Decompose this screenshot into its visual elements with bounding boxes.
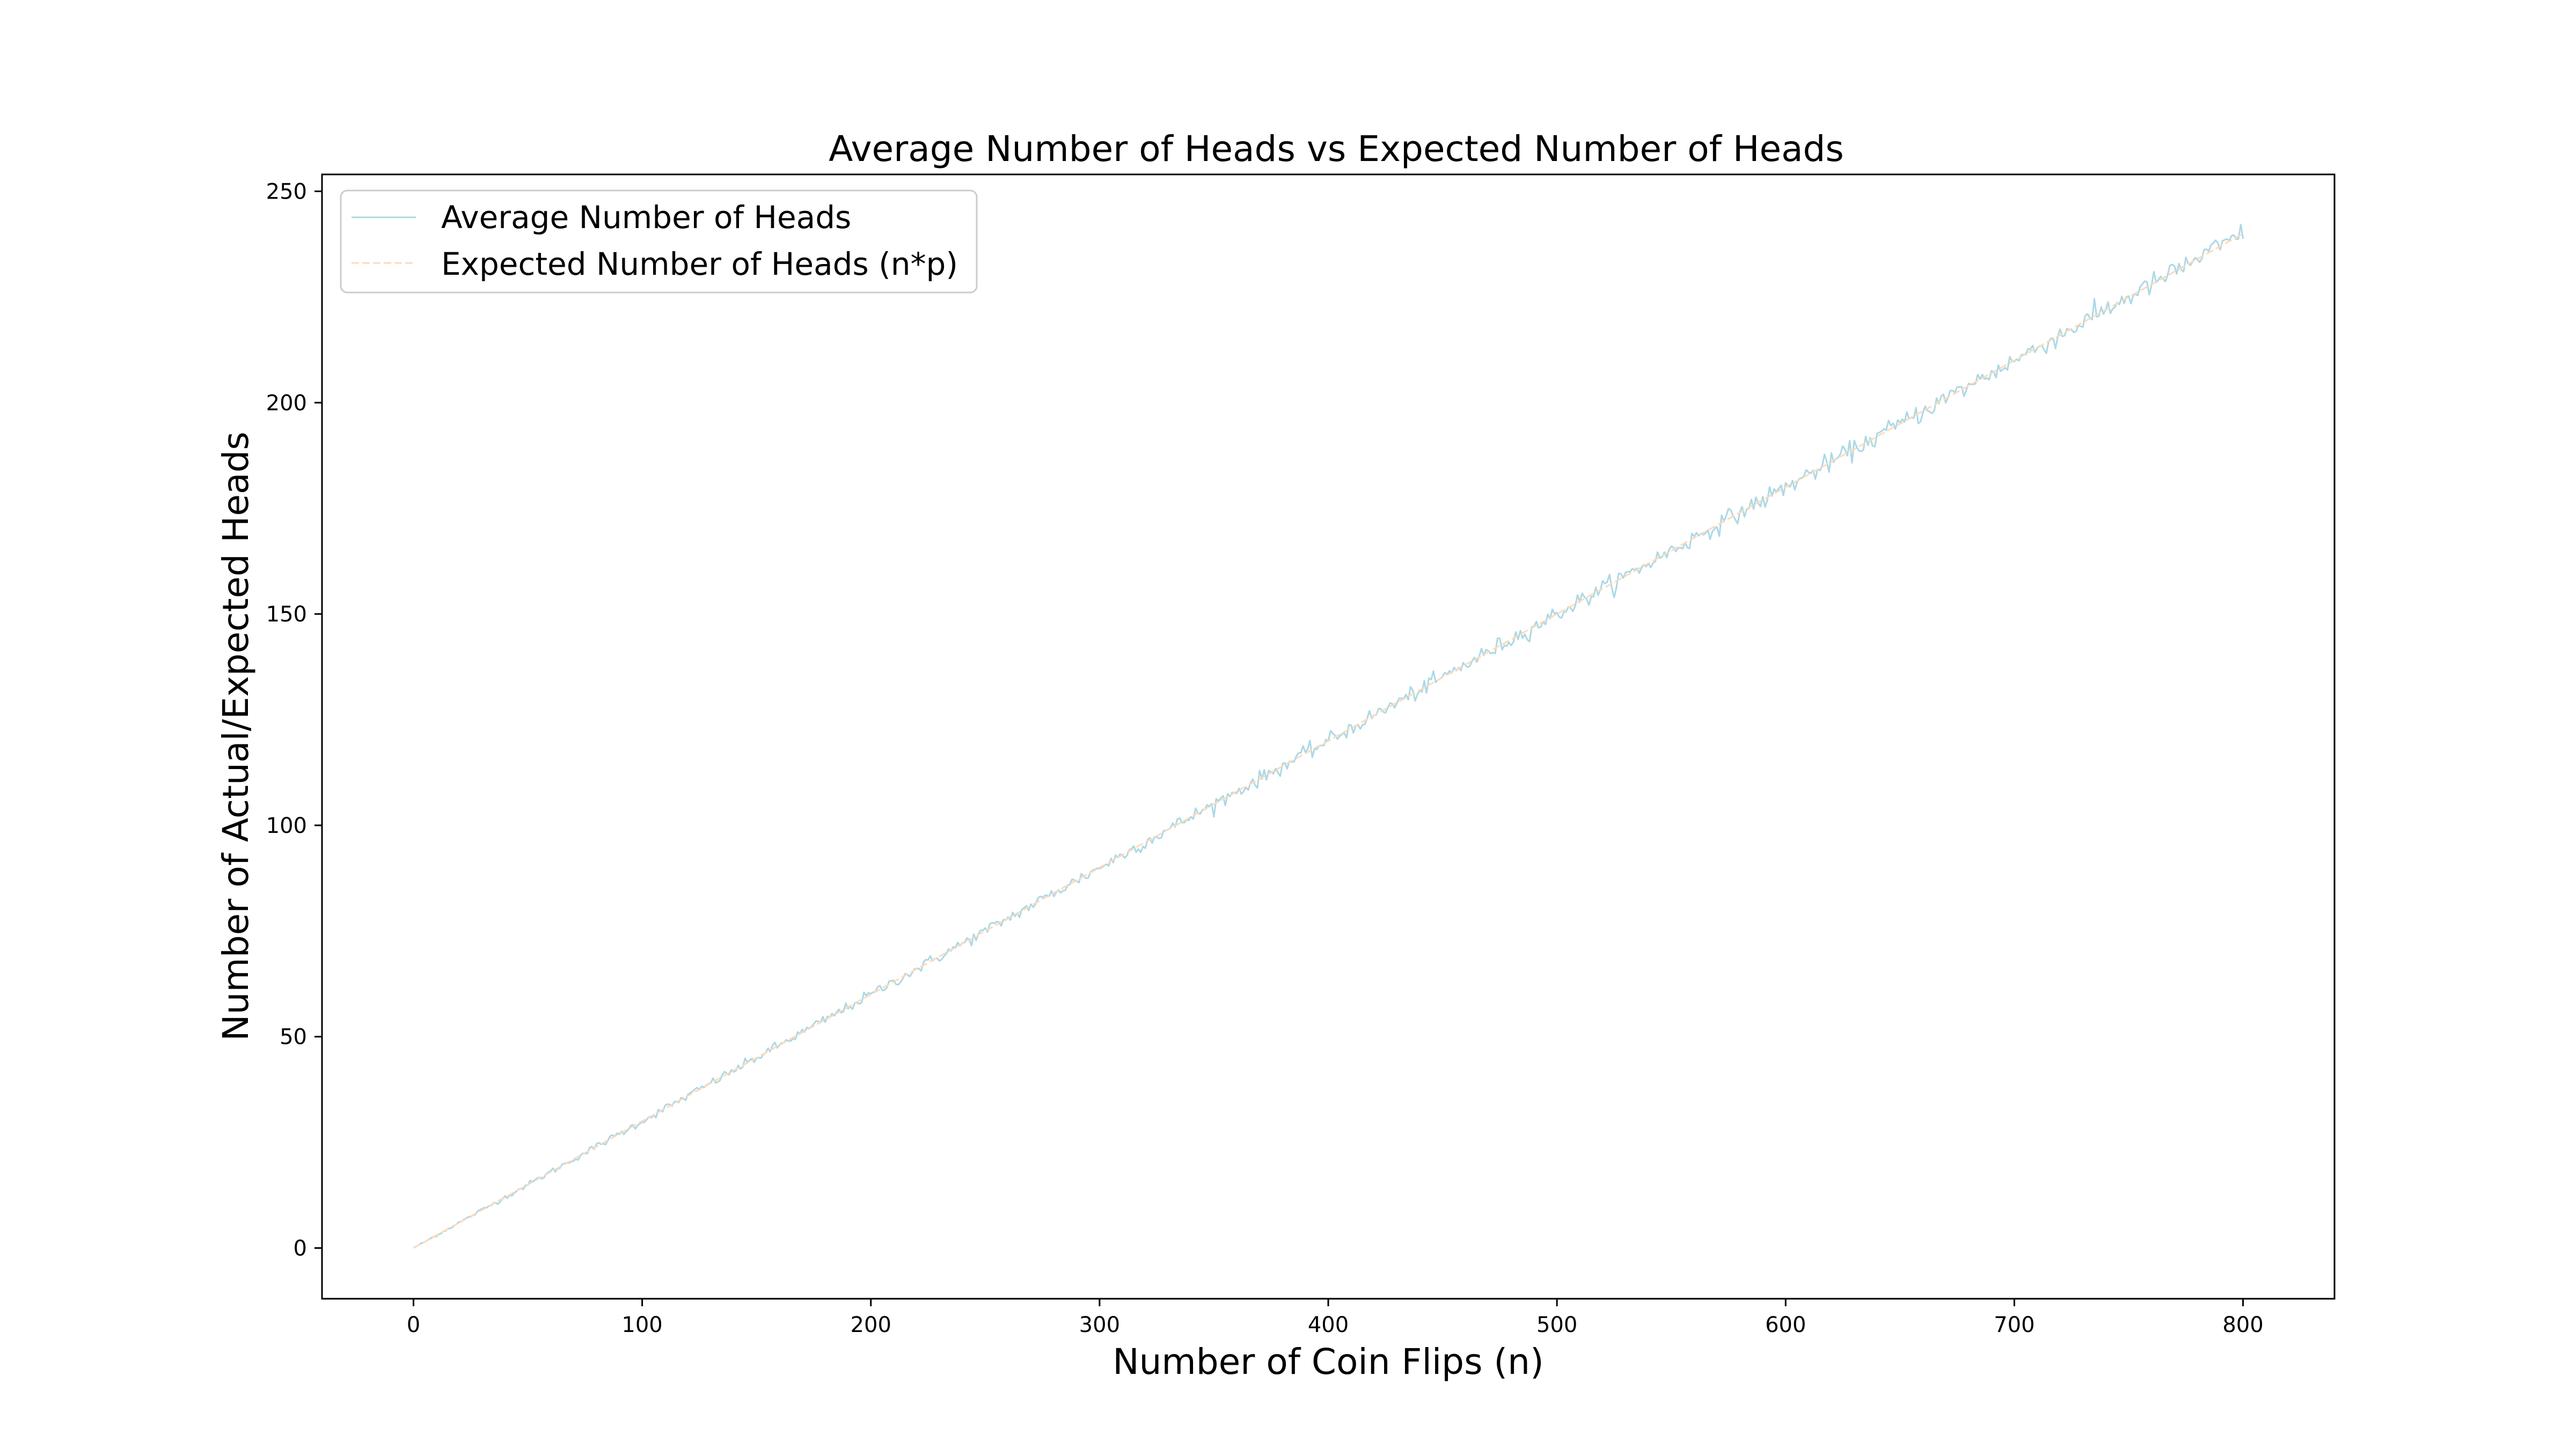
- x-tick-label: 300: [1079, 1313, 1120, 1337]
- y-tick-label: 250: [266, 180, 307, 204]
- y-axis: 0 50 100 150 200 250: [266, 180, 322, 1261]
- x-tick-label: 500: [1536, 1313, 1577, 1337]
- y-tick-label: 0: [294, 1236, 307, 1261]
- y-tick-label: 200: [266, 391, 307, 415]
- y-axis-title: Number of Actual/Expected Heads: [215, 431, 257, 1041]
- y-tick-label: 50: [280, 1025, 307, 1050]
- x-tick-label: 800: [2222, 1313, 2263, 1337]
- legend: Average Number of Heads Expected Number …: [340, 189, 978, 294]
- y-tick-label: 150: [266, 602, 307, 627]
- chart-title: Average Number of Heads vs Expected Numb…: [829, 128, 1844, 170]
- y-tick-label: 100: [266, 814, 307, 838]
- x-tick-label: 400: [1308, 1313, 1349, 1337]
- x-tick-label: 0: [407, 1313, 420, 1337]
- x-tick-label: 700: [1994, 1313, 2035, 1337]
- legend-box: [340, 189, 978, 294]
- x-tick-label: 600: [1765, 1313, 1806, 1337]
- x-tick-label: 100: [621, 1313, 662, 1337]
- x-tick-label: 200: [851, 1313, 891, 1337]
- x-axis-title: Number of Coin Flips (n): [1113, 1341, 1544, 1382]
- legend-label-expected: Expected Number of Heads (n*p): [441, 246, 958, 282]
- x-axis: 0 100 200 300 400 500 600 700 800: [407, 1299, 2264, 1337]
- series-expected-heads: [413, 232, 2244, 1249]
- legend-label-average: Average Number of Heads: [441, 199, 851, 236]
- series-layer: [413, 223, 2244, 1249]
